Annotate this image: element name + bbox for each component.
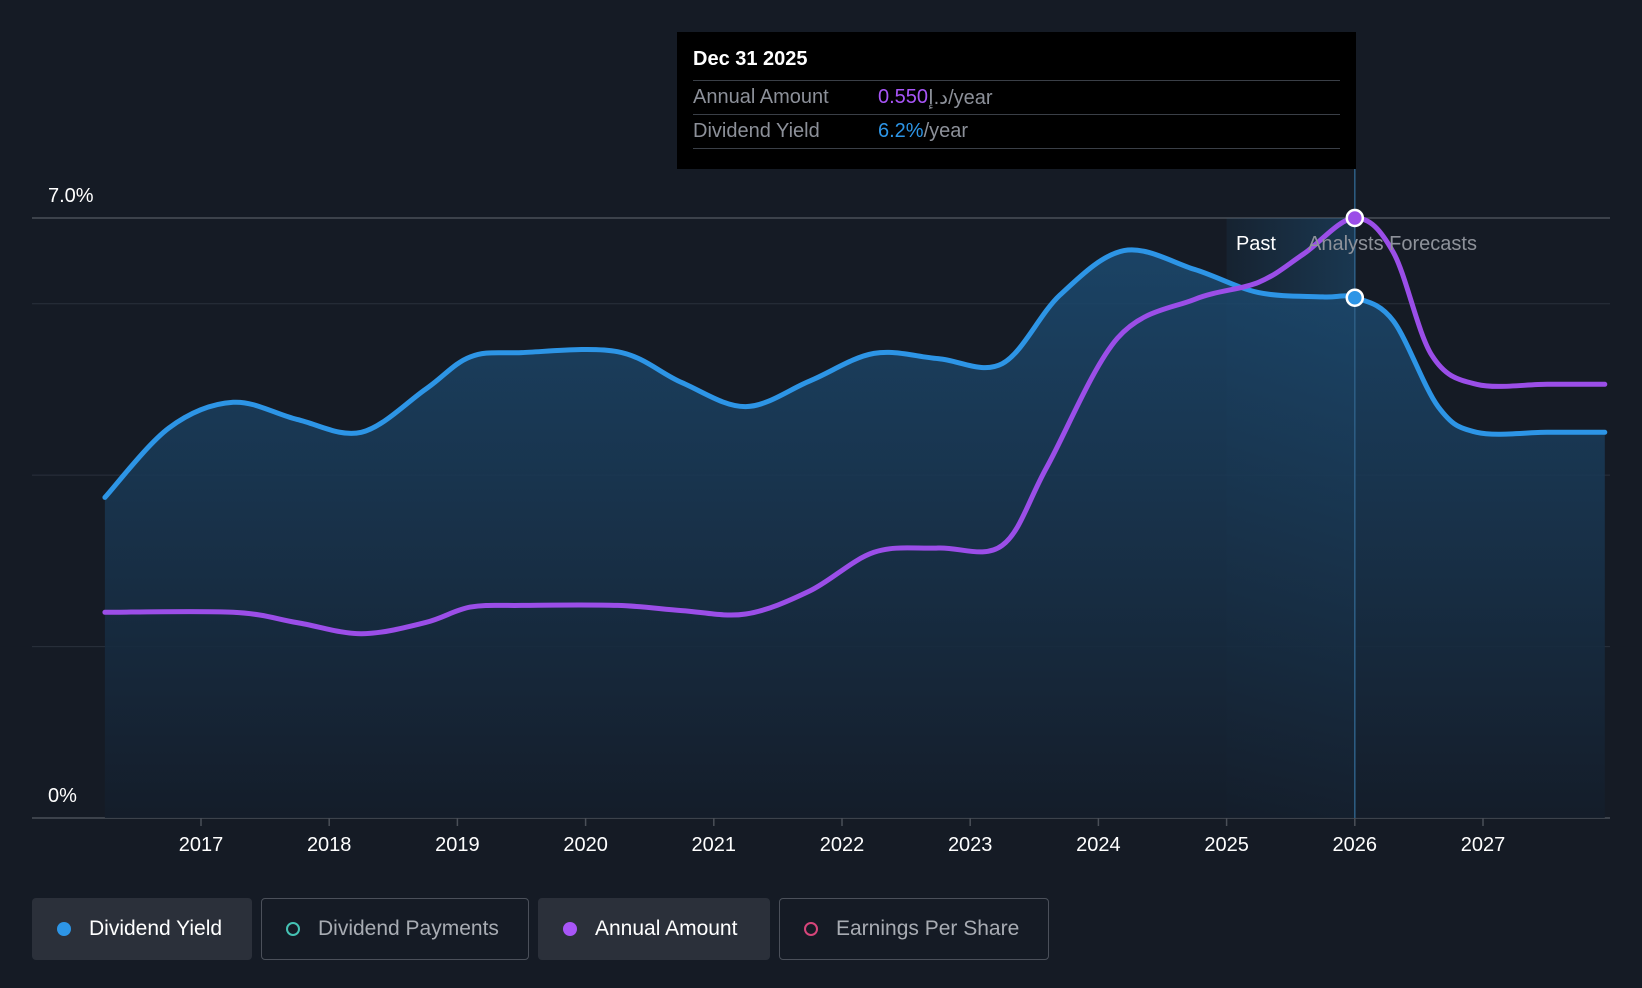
legend-dividend-payments-label: Dividend Payments — [318, 917, 499, 940]
past-label: Past — [1236, 233, 1276, 255]
x-tick-label: 2020 — [563, 834, 608, 856]
dividend-yield-line[interactable] — [102, 247, 1608, 500]
x-tick-label: 2024 — [1076, 834, 1121, 856]
x-tick-label: 2019 — [435, 834, 480, 856]
legend-earnings-per-share-label: Earnings Per Share — [836, 917, 1020, 940]
dividend-yield-area — [104, 249, 1605, 819]
legend-dividend-yield-dot-icon — [57, 922, 71, 936]
x-tick-label: 2027 — [1461, 834, 1506, 856]
dividend-yield-marker — [1345, 288, 1365, 307]
legend-dividend-yield-label: Dividend Yield — [89, 917, 223, 940]
tooltip-row-dividend-yield: Dividend Yield 6.2% /year — [693, 114, 1340, 149]
y-axis-min-label: 0% — [48, 785, 77, 807]
tooltip-dividend-yield-label: Dividend Yield — [693, 120, 820, 142]
annual-amount-line[interactable] — [102, 215, 1608, 637]
x-tick-label: 2023 — [948, 834, 993, 856]
tooltip-annual-amount-unit: د.إ/year — [928, 87, 993, 109]
legend-annual-amount-dot-icon — [563, 922, 577, 936]
tooltip-date: Dec 31 2025 — [693, 48, 808, 70]
legend-earnings-per-share-dot-icon — [804, 922, 818, 936]
legend-dividend-payments-dot-icon — [286, 922, 300, 936]
x-axis-ticks: 2017 2018 2019 2020 2021 2022 2023 2024 2025 2026… — [179, 818, 1506, 856]
legend-annual-amount[interactable]: Annual Amount — [538, 898, 770, 960]
x-tick-label: 2021 — [692, 834, 737, 856]
annual-amount-marker — [1345, 208, 1365, 228]
x-tick-label: 2022 — [820, 834, 865, 856]
tooltip: Dec 31 2025 Annual Amount 0.550 د.إ/year… — [677, 32, 1356, 169]
legend-annual-amount-label: Annual Amount — [595, 917, 738, 940]
x-tick-label: 2017 — [179, 834, 224, 856]
y-axis-max-label: 7.0% — [48, 185, 94, 207]
tooltip-row-annual-amount: Annual Amount 0.550 د.إ/year — [693, 80, 1340, 114]
legend-dividend-payments[interactable]: Dividend Payments — [261, 898, 529, 960]
x-tick-label: 2025 — [1204, 834, 1249, 856]
tooltip-annual-amount-value: 0.550 — [878, 86, 929, 108]
tooltip-dividend-yield-value: 6.2% — [878, 120, 924, 142]
analysts-forecasts-label: Analysts Forecasts — [1308, 233, 1477, 255]
x-tick-label: 2026 — [1333, 834, 1378, 856]
tooltip-annual-amount-label: Annual Amount — [693, 86, 829, 108]
chart-legend: Dividend Yield Dividend Payments Annual … — [32, 898, 1049, 960]
x-tick-label: 2018 — [307, 834, 352, 856]
legend-dividend-yield[interactable]: Dividend Yield — [32, 898, 252, 960]
tooltip-dividend-yield-unit: /year — [923, 120, 969, 142]
legend-earnings-per-share[interactable]: Earnings Per Share — [779, 898, 1049, 960]
